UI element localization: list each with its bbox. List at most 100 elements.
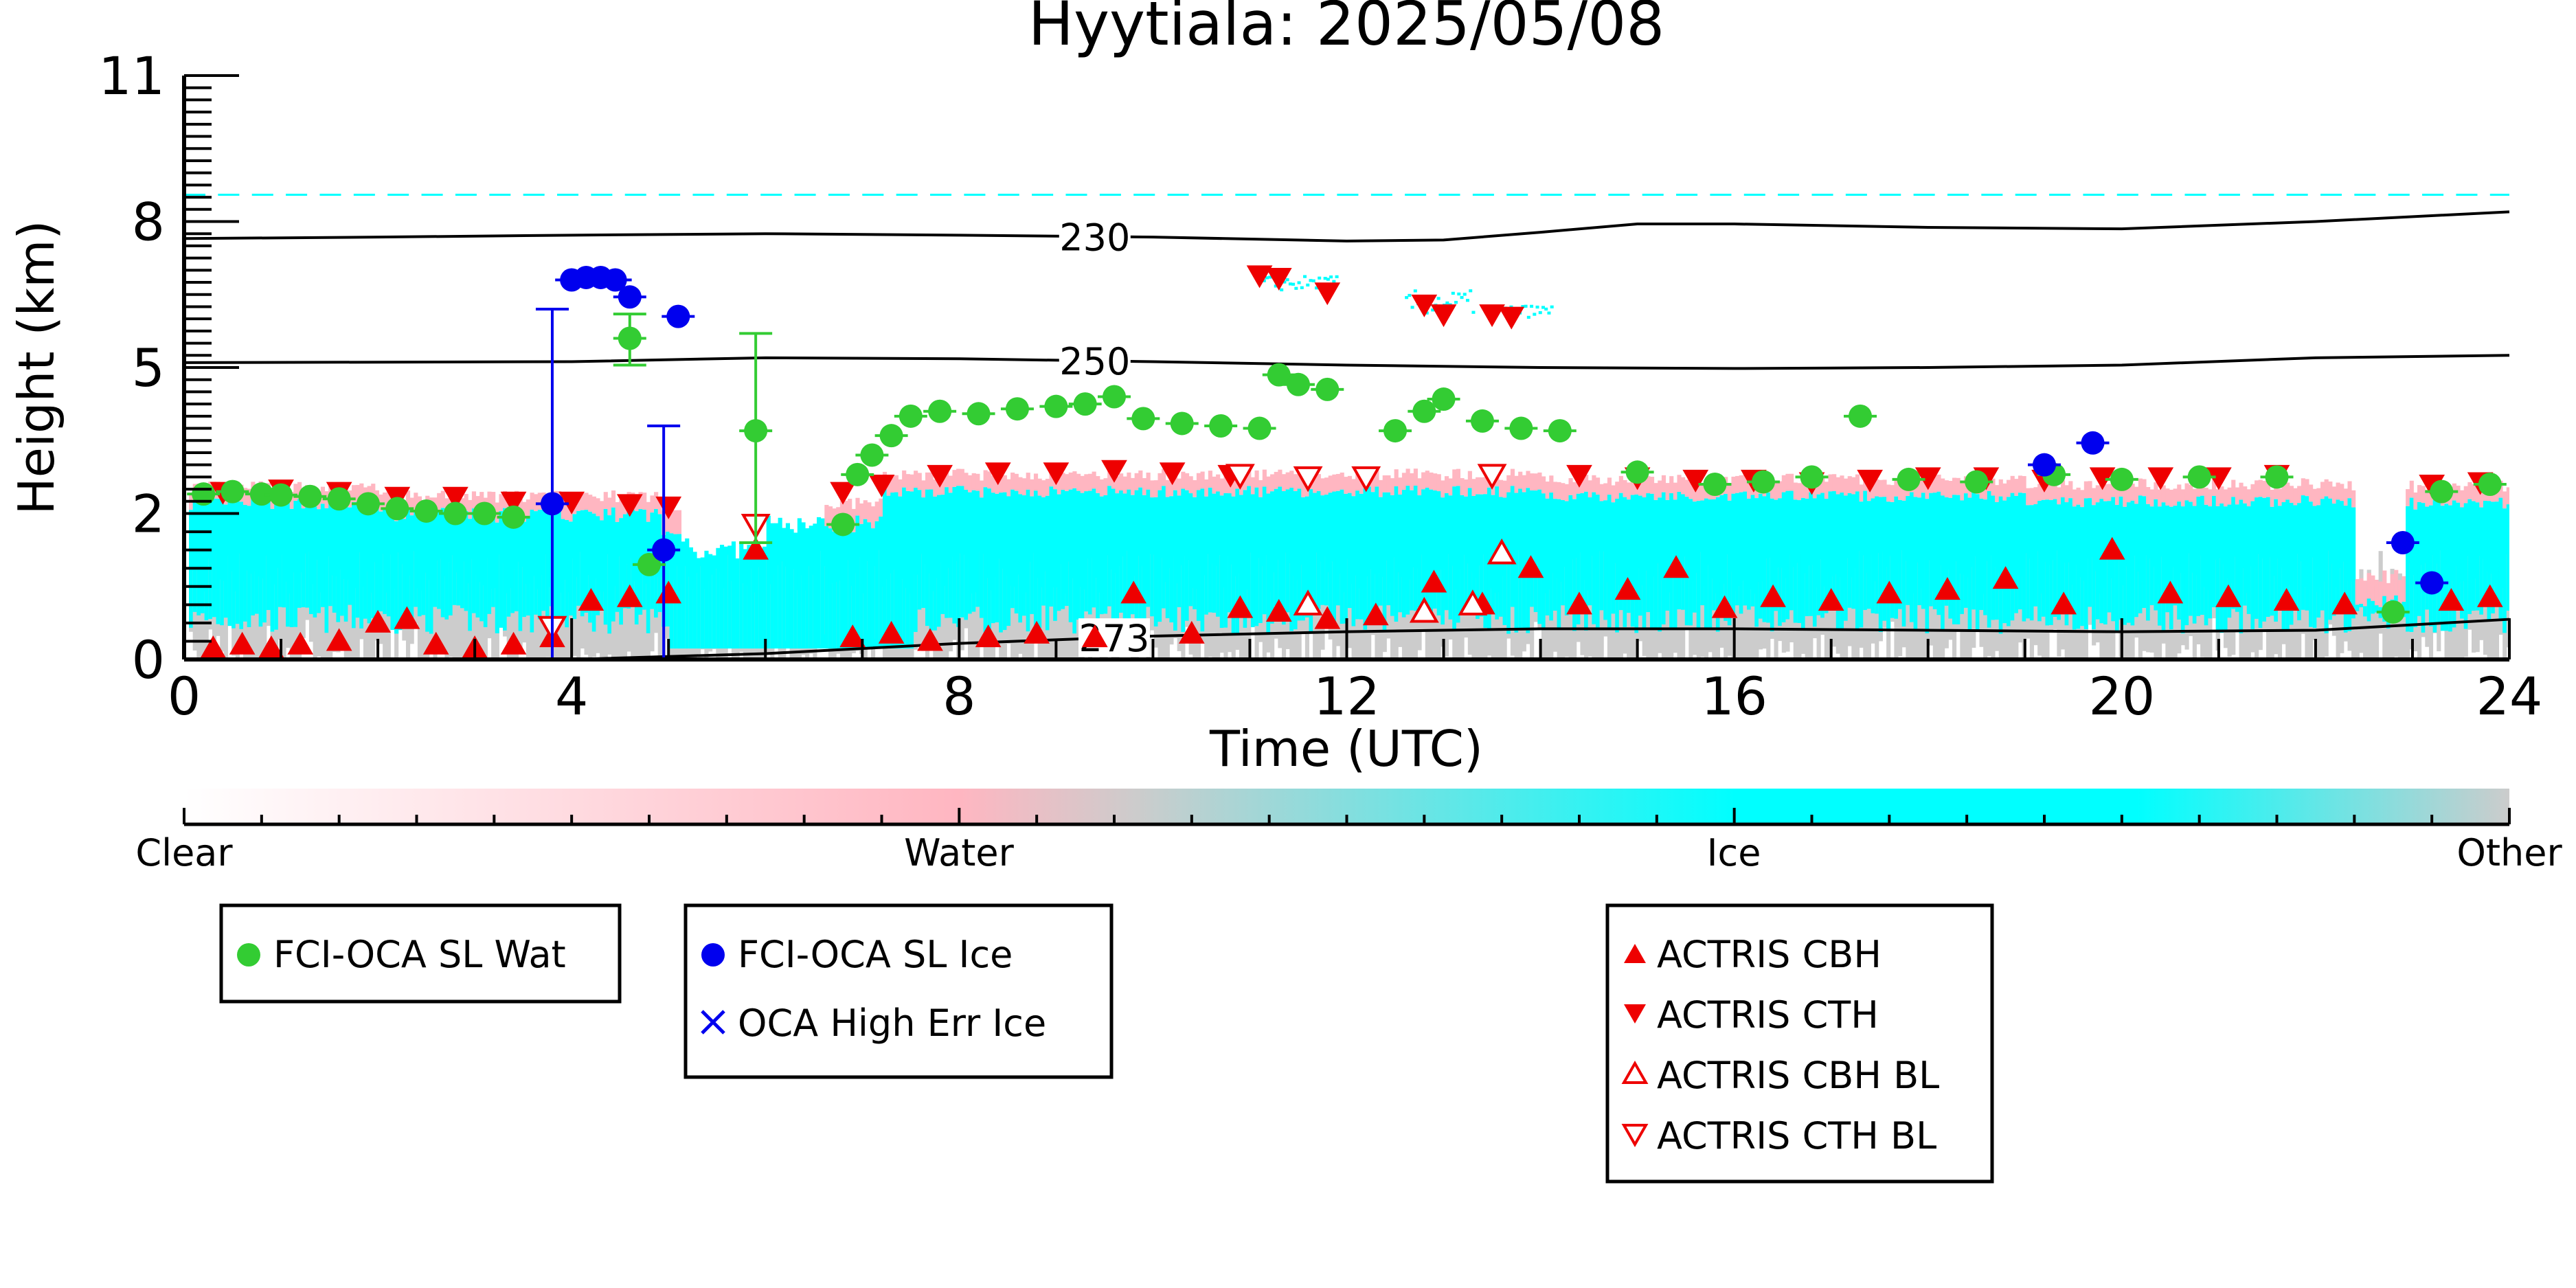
legend-label-fci-ice: FCI-OCA SL Ice (738, 933, 1013, 976)
actris-cbh-point (229, 631, 256, 655)
actris-cbh-bl-point (1458, 589, 1488, 615)
actris-cbh-point (1876, 580, 1903, 604)
actris-cth-bl-point (1351, 466, 1381, 493)
actris-cth-point (1101, 460, 1127, 483)
actris-cbh-point (578, 587, 605, 611)
actris-cbh-bl-point (1487, 538, 1517, 565)
actris-cth-point (1498, 306, 1525, 330)
actris-cth-point (2206, 467, 2232, 490)
actris-cth-point (1265, 267, 1292, 291)
fci-wat-point (385, 497, 409, 521)
x-tick-label: 16 (1701, 666, 1767, 727)
axes: 0 2 5 8 11 0 4 8 12 16 20 24 (98, 45, 2542, 727)
fci-wat-point (1751, 470, 1775, 494)
legend-symbol-fci-ice (701, 943, 725, 967)
y-tick-label: 11 (98, 45, 165, 106)
fci-wat-point (831, 512, 855, 536)
fci-wat-point (637, 552, 661, 576)
fci-wat-point (1247, 416, 1272, 440)
actris-cbh-point (2157, 580, 2184, 604)
x-tick-label: 12 (1313, 666, 1380, 727)
actris-cbh-point (917, 628, 943, 651)
fci-wat-point (1044, 394, 1068, 418)
contour-label-250: 250 (1059, 340, 1130, 383)
actris-cth-point (868, 475, 895, 498)
fci-wat-point (846, 462, 870, 486)
fci-wat-point (1509, 416, 1533, 440)
fci-wat-point (1267, 363, 1291, 387)
colorbar-label-water: Water (904, 831, 1014, 874)
actris-cbh-point (878, 620, 905, 644)
fci-wat-point (2478, 473, 2502, 496)
actris-cth-point (2147, 467, 2174, 490)
fci-wat-point (1170, 411, 1194, 436)
actris-cbh-point (1314, 606, 1341, 629)
actris-cbh-point (1614, 577, 1641, 600)
legend-symbol-actris-cth-bl (1621, 1124, 1649, 1148)
fci-wat-point (1432, 387, 1456, 411)
actris-cbh-point (1517, 555, 1544, 578)
fci-ice-point (603, 268, 627, 292)
fci-wat-point (356, 492, 380, 516)
actris-cbh-point (1421, 569, 1447, 593)
actris-cbh-point (2099, 536, 2125, 560)
actris-cbh-point (1663, 555, 1689, 578)
data-markers (187, 265, 2507, 661)
legend-label-actris-cbh: ACTRIS CBH (1657, 933, 1882, 976)
fci-wat-point (899, 404, 923, 428)
fci-wat-point (1073, 392, 1097, 416)
actris-cbh-point (1711, 595, 1738, 618)
actris-cbh-point (287, 631, 314, 655)
actris-cbh-point (1265, 598, 1292, 622)
contour-273 (184, 618, 2510, 661)
fci-wat-point (967, 402, 991, 426)
actris-cbh-point (1120, 580, 1147, 604)
actris-cbh-point (1024, 620, 1050, 644)
actris-cth-bl-point (1477, 464, 1507, 490)
legend-symbol-actris-cbh (1624, 944, 1646, 963)
legend-symbol-actris-cbh-bl (1621, 1060, 1649, 1084)
fci-ice-point (652, 538, 676, 562)
fci-wat-point (2265, 465, 2289, 489)
x-tick-label: 8 (942, 666, 975, 727)
fci-ice-point (540, 492, 564, 516)
fci-wat-point (327, 487, 351, 511)
fci-wat-point (1470, 409, 1494, 433)
y-tick-label: 0 (132, 629, 165, 690)
fci-wat-point (1849, 404, 1873, 428)
fci-wat-point (879, 424, 903, 448)
actris-cth-point (1430, 304, 1457, 328)
fci-wat-point (860, 443, 884, 467)
fci-wat-point (1625, 460, 1649, 484)
contour-label-230: 230 (1059, 216, 1130, 259)
y-tick-label: 5 (132, 337, 165, 398)
actris-cth-point (984, 462, 1011, 486)
fci-wat-point (473, 501, 497, 526)
y-axis-label: Height (km) (8, 221, 65, 515)
legend-label-actris-cbh-bl: ACTRIS CBH BL (1657, 1054, 1939, 1097)
actris-cth-point (1566, 464, 1592, 488)
actris-cbh-point (326, 628, 352, 651)
actris-cbh-point (1227, 595, 1254, 618)
fci-wat-point (744, 419, 768, 443)
actris-cbh-point (2438, 587, 2465, 611)
actris-cbh-point (743, 536, 769, 560)
fci-wat-point (1897, 467, 1921, 491)
actris-cbh-point (1760, 584, 1786, 607)
actris-cbh-point (2476, 584, 2503, 607)
x-tick-label: 24 (2476, 666, 2543, 727)
actris-cbh-point (422, 631, 449, 655)
legend-box-water: FCI-OCA SL Wat (219, 903, 622, 1004)
contour-250 (183, 354, 2510, 370)
fci-wat-point (1965, 470, 1989, 494)
actris-cbh-point (1178, 620, 1205, 644)
y-tick-label: 2 (132, 484, 165, 545)
legend-label-actris-cth-bl: ACTRIS CTH BL (1657, 1114, 1936, 1157)
actris-cth-point (1246, 265, 1273, 289)
legend-box-actris: ACTRIS CBH ACTRIS CTH ACTRIS CBH BL ACTR… (1605, 903, 1994, 1184)
actris-cbh-point (1992, 566, 2019, 589)
fci-wat-point (443, 501, 467, 526)
actris-cbh-point (1362, 602, 1389, 626)
actris-cbh-point (1566, 591, 1592, 615)
